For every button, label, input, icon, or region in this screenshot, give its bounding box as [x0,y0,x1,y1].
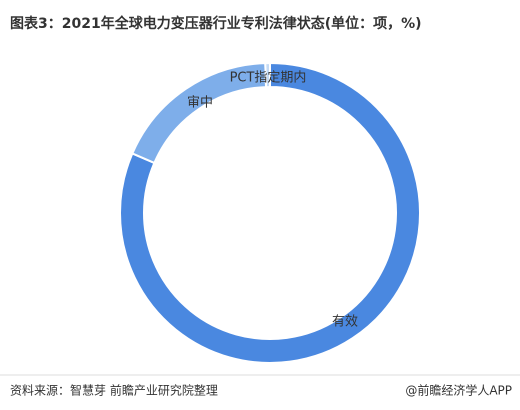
source: 资料来源：智慧芽 前瞻产业研究院整理 [10,383,218,398]
segment-label: 有效 [332,315,358,330]
footer: @前瞻经济学人APP [405,383,512,398]
segment-label: PCT指定期内 [230,70,307,86]
segment-label: 审中 [187,96,213,111]
donut-segment [119,61,421,364]
chart-title: 图表3：2021年全球电力变压器行业专利法律状态(单位：项，%) [10,15,422,32]
donut-segment [264,61,271,89]
